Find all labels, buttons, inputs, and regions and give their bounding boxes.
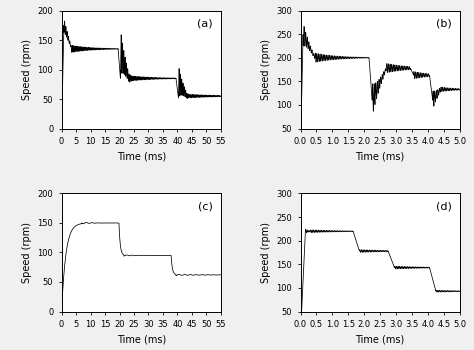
Text: (c): (c) (198, 202, 212, 212)
X-axis label: Time (ms): Time (ms) (117, 152, 166, 161)
Y-axis label: Speed (rpm): Speed (rpm) (261, 222, 271, 283)
X-axis label: Time (ms): Time (ms) (117, 334, 166, 344)
Text: (b): (b) (436, 19, 452, 29)
Text: (d): (d) (436, 202, 452, 212)
Text: (a): (a) (197, 19, 213, 29)
X-axis label: Time (ms): Time (ms) (356, 152, 405, 161)
Y-axis label: Speed (rpm): Speed (rpm) (22, 222, 32, 283)
Y-axis label: Speed (rpm): Speed (rpm) (22, 39, 32, 100)
Y-axis label: Speed (rpm): Speed (rpm) (261, 39, 271, 100)
X-axis label: Time (ms): Time (ms) (356, 334, 405, 344)
